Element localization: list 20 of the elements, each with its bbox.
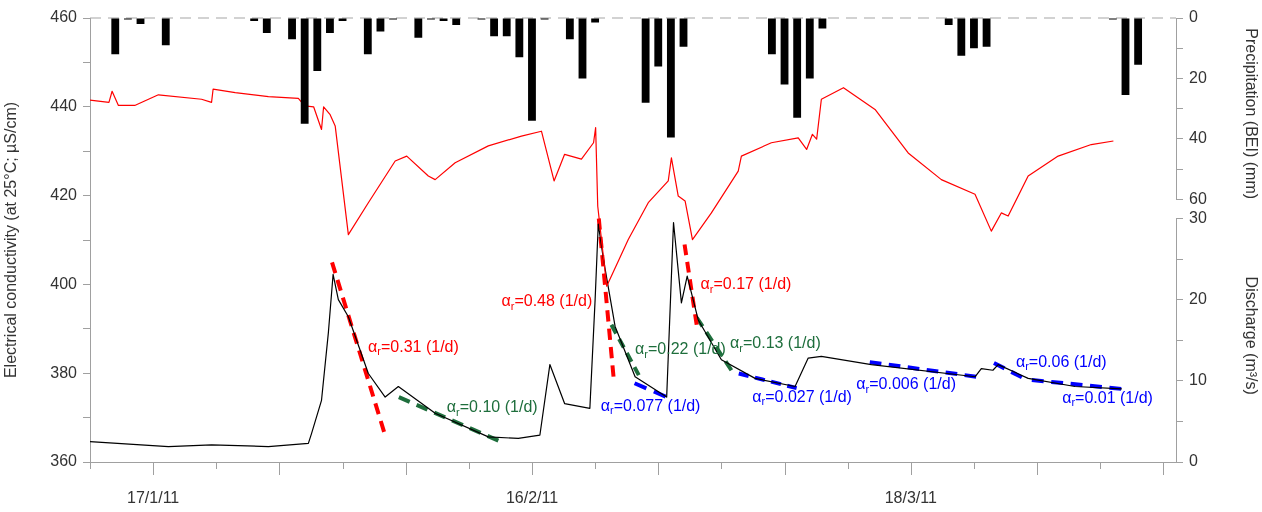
y-axis-title: Electrical conductivity (at 25°C; µS/cm): [2, 101, 20, 379]
x-tick-label: 18/3/11: [884, 489, 938, 507]
y2-tick-label: 0: [1189, 8, 1198, 26]
y2-tick-label: 60: [1189, 189, 1207, 207]
y-tick-label: 460: [50, 8, 78, 26]
y2-tick-label: 20: [1189, 68, 1207, 86]
y3-tick-label: 30: [1189, 208, 1207, 226]
y3-tick-label: 0: [1189, 452, 1198, 470]
y-tick-label: 400: [50, 274, 78, 292]
x-tick-label: 17/1/11: [127, 489, 180, 507]
y2-tick-label: 40: [1189, 129, 1207, 147]
x-tick-label: 16/2/11: [505, 489, 559, 507]
y-tick-label: 360: [50, 452, 78, 470]
y-tick-label: 440: [50, 97, 78, 115]
y3-axis-title: Discharge (m³/s): [1242, 276, 1260, 395]
y-tick-label: 420: [50, 186, 78, 204]
y2-axis-title: Precipitation (BEI) (mm): [1242, 28, 1260, 200]
y-tick-label: 380: [50, 363, 78, 381]
y3-tick-label: 20: [1189, 290, 1207, 308]
y3-tick-label: 10: [1189, 371, 1207, 389]
